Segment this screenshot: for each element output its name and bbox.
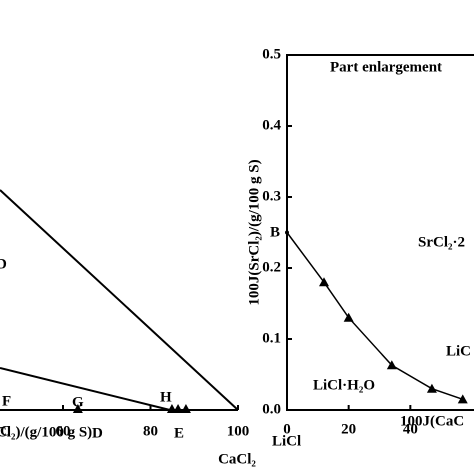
annotation: F	[2, 393, 11, 409]
annotation: LiCl·H₂O	[313, 377, 375, 393]
point	[180, 404, 191, 413]
annotation: B	[270, 224, 280, 240]
annotation: C	[0, 423, 11, 439]
y-tick-label: 0.4	[262, 117, 281, 133]
y-tick-label: 0.5	[262, 46, 281, 62]
y-tick-label: 0.2	[262, 259, 281, 275]
chart-title: Part enlargement	[330, 59, 442, 75]
annotation: SrCl₂·2	[418, 234, 465, 250]
y-tick-label: 0.1	[262, 330, 281, 346]
annotation: H	[160, 389, 172, 405]
x-axis-label: 100J(CaC	[400, 413, 464, 429]
x-tick-label: 0	[283, 421, 291, 437]
x-tick-label: 60	[56, 423, 71, 439]
point	[426, 383, 437, 393]
annotation: D	[0, 256, 7, 272]
point	[457, 394, 468, 404]
annotation: G	[72, 394, 84, 410]
x-tick-label: 40	[403, 421, 418, 437]
point	[173, 404, 184, 413]
y-tick-label: 0.0	[262, 401, 281, 417]
point	[72, 404, 83, 413]
x-axis-label: Cl₂)/(g/100 g S)	[0, 424, 92, 440]
x-tick-label: 20	[341, 421, 356, 437]
phase-boundary	[0, 189, 239, 411]
line	[286, 232, 463, 401]
annotation: CaCl₂	[218, 451, 256, 467]
annotation: LiC	[446, 343, 471, 359]
point	[285, 230, 289, 235]
point	[386, 360, 397, 370]
annotation: E	[174, 425, 184, 441]
x-tick-label: 80	[143, 423, 158, 439]
point	[319, 277, 329, 287]
y-axis-label: 100J(SrCl₂)/(g/100 g S)	[246, 159, 262, 305]
annotation: D	[92, 425, 103, 441]
annotation: LiCl	[272, 433, 301, 449]
x-tick-label: 100	[227, 423, 250, 439]
y-tick-label: 0.3	[262, 188, 281, 204]
point	[343, 312, 354, 322]
phase-boundary	[0, 367, 171, 411]
